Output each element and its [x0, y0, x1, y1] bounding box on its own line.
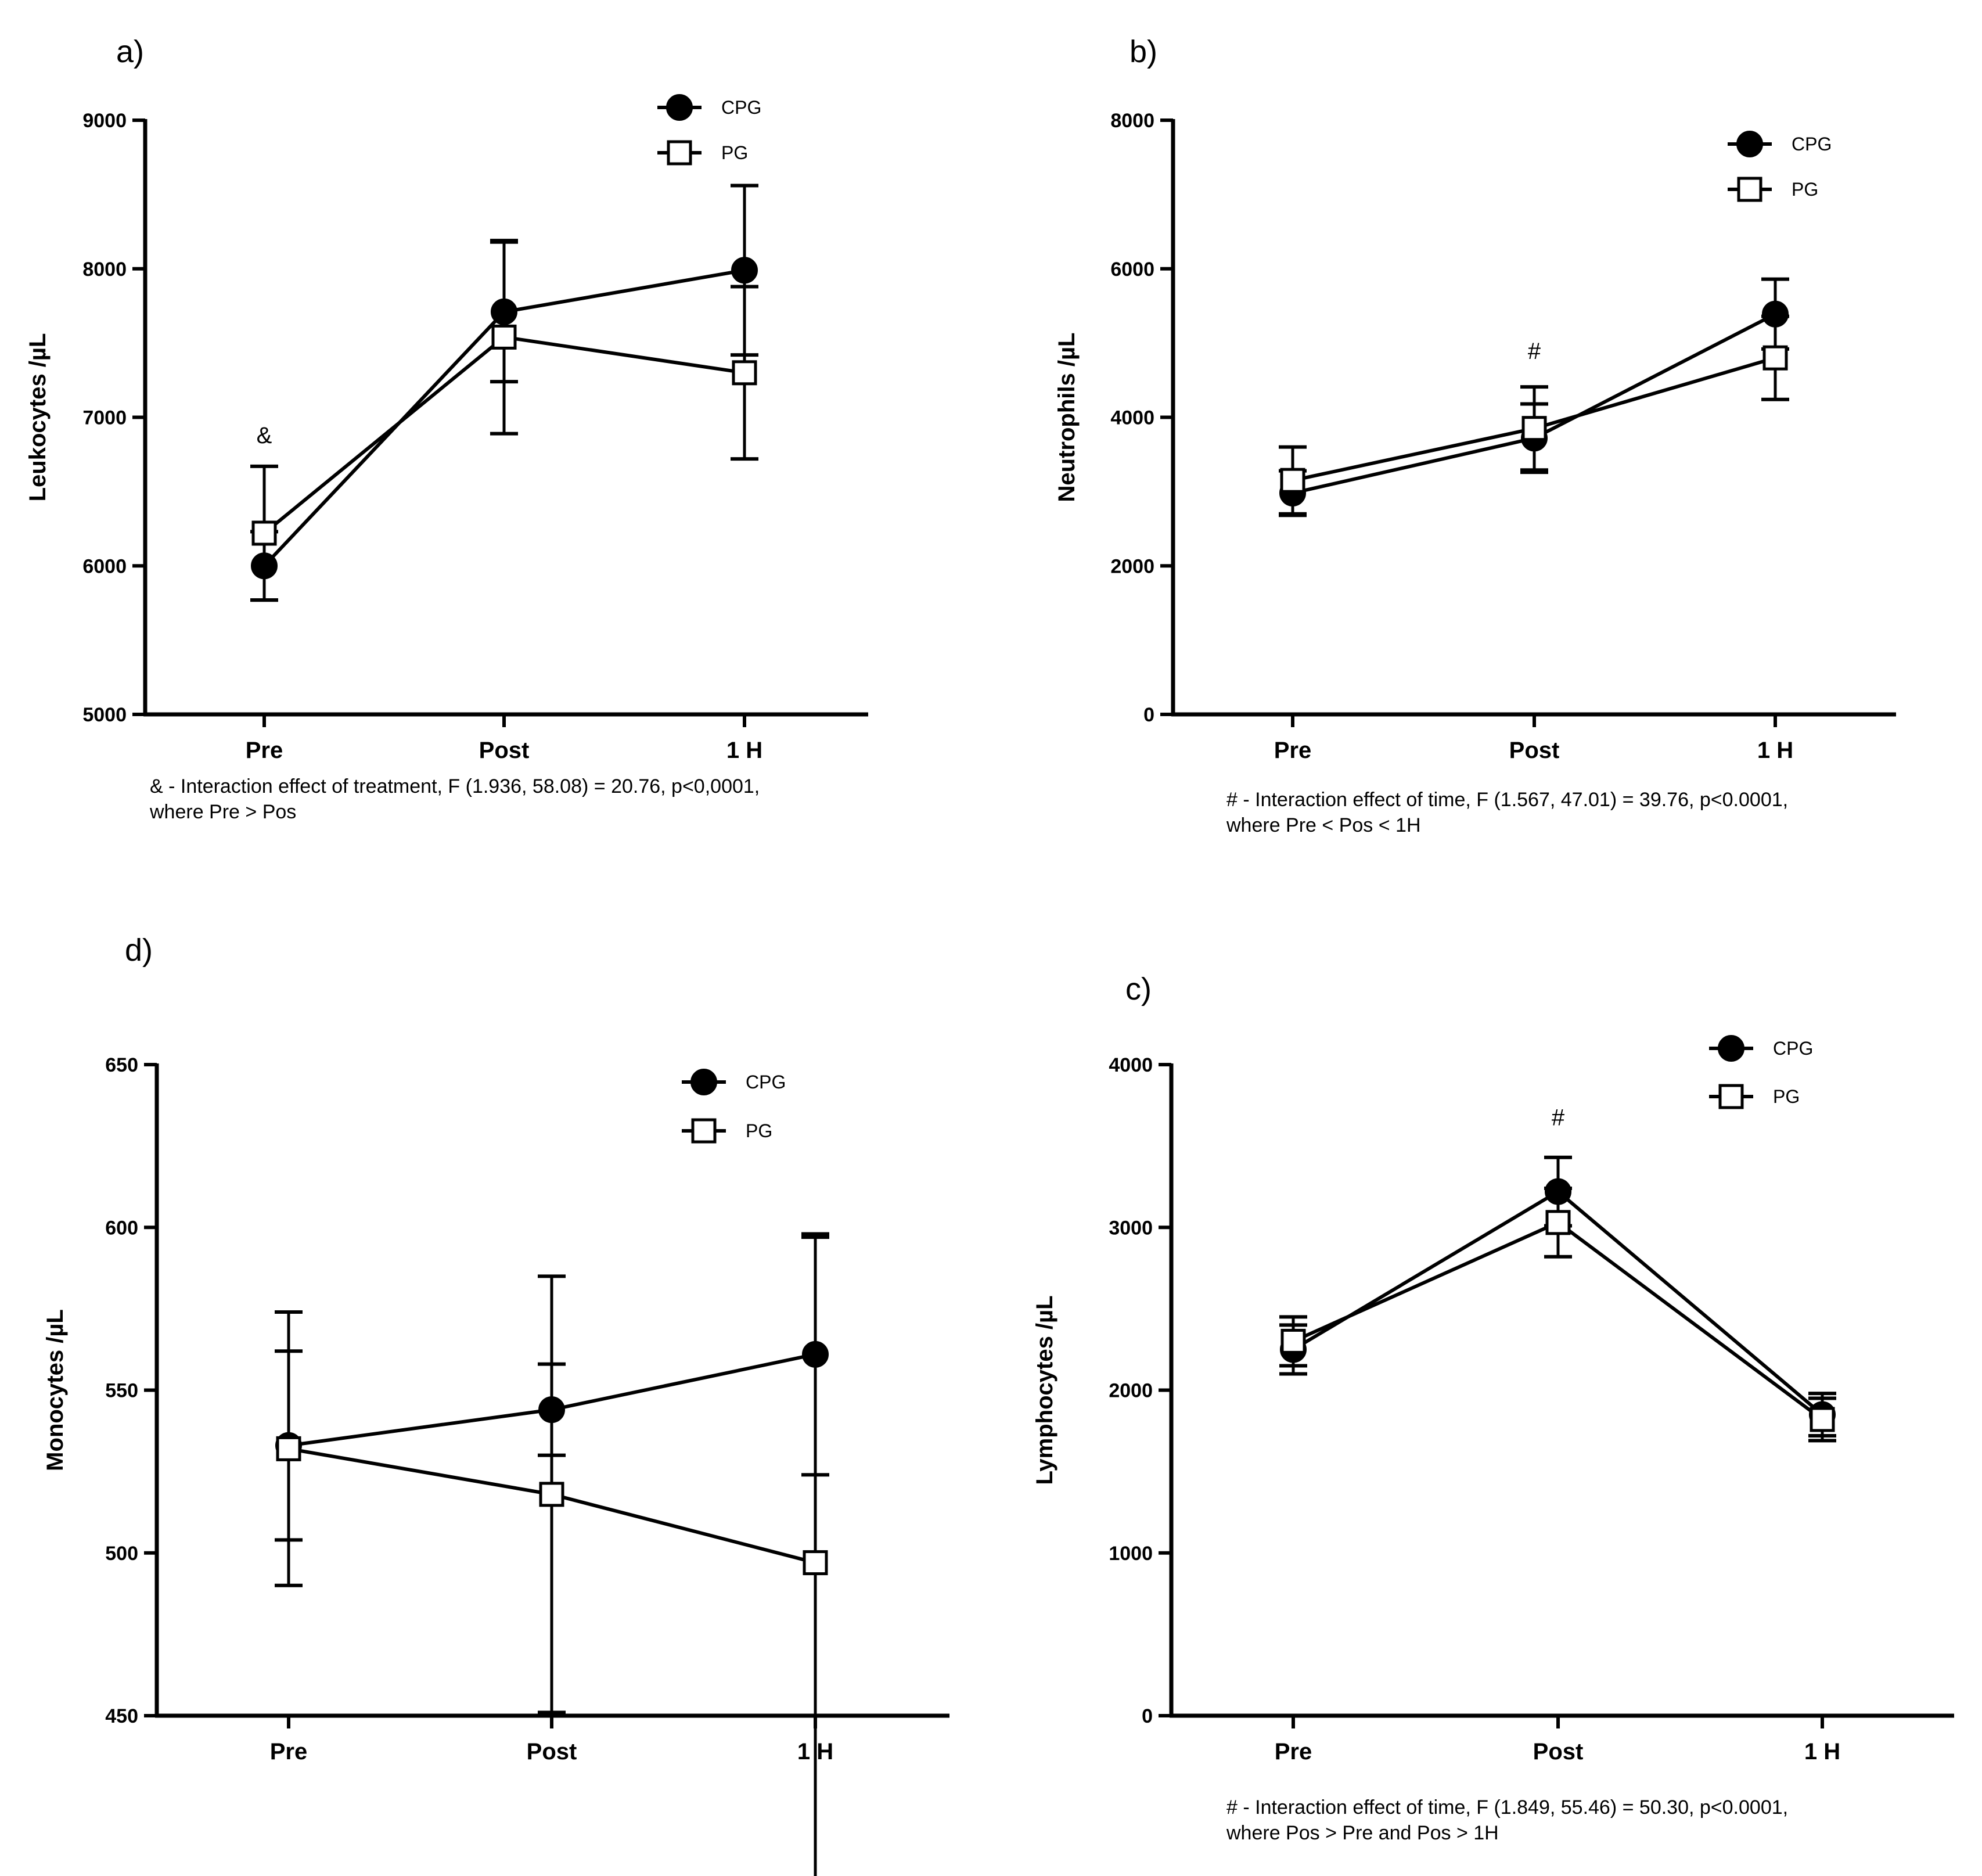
y-tick-label-d-4: 650 [105, 1054, 138, 1076]
panel-label-c: c) [1125, 972, 1152, 1007]
y-tick-label-c-4: 4000 [1109, 1054, 1153, 1076]
legend-marker-cpg-a [666, 94, 693, 121]
point-cpg-a-2 [731, 257, 758, 284]
y-tick-label-d-2: 550 [105, 1380, 138, 1402]
y-tick-label-c-0: 0 [1142, 1705, 1153, 1727]
legend-label-cpg-c: CPG [1773, 1038, 1813, 1059]
x-tick-label-d-1: Post [527, 1739, 577, 1764]
footnote-b-line-2: where Pre < Pos < 1H [1226, 814, 1421, 836]
legend-label-pg-c: PG [1773, 1086, 1800, 1107]
x-tick-label-a-1: Post [479, 738, 530, 763]
point-pg-a-2 [732, 360, 757, 386]
legend-marker-cpg-b [1736, 131, 1763, 157]
annotation-b-0: # [1528, 339, 1541, 364]
point-pg-b-1 [1521, 416, 1547, 441]
footnote-a-line-1: & - Interaction effect of treatment, F (… [150, 775, 760, 797]
y-tick-label-d-3: 600 [105, 1217, 138, 1239]
y-tick-label-a-2: 7000 [82, 407, 127, 429]
legend-marker-cpg-d [690, 1069, 717, 1095]
x-tick-label-a-0: Pre [246, 738, 283, 763]
y-axis-title-a: Leukocytes /µL [25, 333, 51, 502]
legend-label-cpg-d: CPG [746, 1072, 786, 1092]
legend-marker-cpg-c [1718, 1035, 1744, 1062]
point-pg-b-2 [1762, 345, 1788, 371]
y-tick-label-b-1: 2000 [1110, 555, 1154, 577]
y-tick-label-c-2: 2000 [1109, 1380, 1153, 1402]
footnote-c-line-1: # - Interaction effect of time, F (1.849… [1226, 1796, 1789, 1819]
annotation-a-0: & [257, 423, 272, 448]
legend-marker-pg-d [691, 1118, 717, 1144]
footnote-c-line-2: where Pos > Pre and Pos > 1H [1226, 1822, 1499, 1844]
y-tick-label-c-1: 1000 [1109, 1543, 1153, 1565]
panel-label-b: b) [1130, 34, 1158, 69]
panel-label-d: d) [125, 933, 153, 968]
y-tick-label-d-1: 500 [105, 1543, 138, 1565]
legend-label-cpg-b: CPG [1792, 134, 1832, 154]
x-tick-label-b-0: Pre [1274, 738, 1312, 763]
y-axis-title-c: Lymphocytes /µL [1032, 1295, 1057, 1485]
point-pg-b-0 [1280, 468, 1305, 493]
legend-label-pg-d: PG [746, 1120, 772, 1141]
y-axis-title-b: Neutrophils /µL [1054, 333, 1080, 502]
x-tick-label-c-1: Post [1533, 1739, 1584, 1764]
footnote-c: # - Interaction effect of time, F (1.849… [1226, 1795, 1788, 1846]
legend-marker-pg-a [667, 140, 692, 166]
y-tick-label-a-1: 6000 [82, 555, 127, 577]
y-tick-label-b-4: 8000 [1110, 110, 1154, 132]
y-tick-label-a-0: 5000 [82, 704, 127, 726]
footnote-a: & - Interaction effect of treatment, F (… [150, 774, 760, 825]
y-axis-title-d: Monocytes /µL [42, 1309, 68, 1471]
y-tick-label-b-0: 0 [1143, 704, 1154, 726]
footnote-b-line-1: # - Interaction effect of time, F (1.567… [1226, 789, 1789, 811]
point-pg-d-0 [276, 1436, 301, 1461]
legend-marker-pg-b [1737, 177, 1762, 202]
x-tick-label-b-1: Post [1509, 738, 1560, 763]
x-tick-label-c-2: 1 H [1804, 1739, 1840, 1764]
x-tick-label-d-0: Pre [270, 1739, 308, 1764]
legend-label-pg-b: PG [1792, 179, 1818, 200]
annotation-c-0: # [1552, 1105, 1565, 1131]
panel-label-a: a) [116, 34, 145, 69]
legend-marker-pg-c [1718, 1084, 1744, 1109]
x-tick-label-a-2: 1 H [726, 738, 762, 763]
y-tick-label-c-3: 3000 [1109, 1217, 1153, 1239]
y-tick-label-b-3: 6000 [1110, 258, 1154, 281]
legend-label-cpg-a: CPG [721, 97, 761, 118]
y-tick-label-a-4: 9000 [82, 110, 127, 132]
point-pg-d-2 [803, 1550, 828, 1576]
x-tick-label-b-2: 1 H [1757, 738, 1793, 763]
footnote-a-line-2: where Pre > Pos [150, 801, 297, 823]
x-tick-label-c-0: Pre [1275, 1739, 1312, 1764]
point-pg-c-2 [1810, 1407, 1835, 1432]
point-pg-c-1 [1545, 1210, 1571, 1235]
legend-label-pg-a: PG [721, 142, 748, 163]
point-pg-a-0 [251, 520, 277, 546]
y-tick-label-b-2: 4000 [1110, 407, 1154, 429]
y-tick-label-d-0: 450 [105, 1705, 138, 1727]
point-pg-a-1 [491, 324, 517, 350]
point-pg-c-0 [1280, 1328, 1306, 1354]
point-pg-d-1 [539, 1482, 564, 1507]
footnote-b: # - Interaction effect of time, F (1.567… [1226, 787, 1788, 838]
y-tick-label-a-3: 8000 [82, 258, 127, 281]
